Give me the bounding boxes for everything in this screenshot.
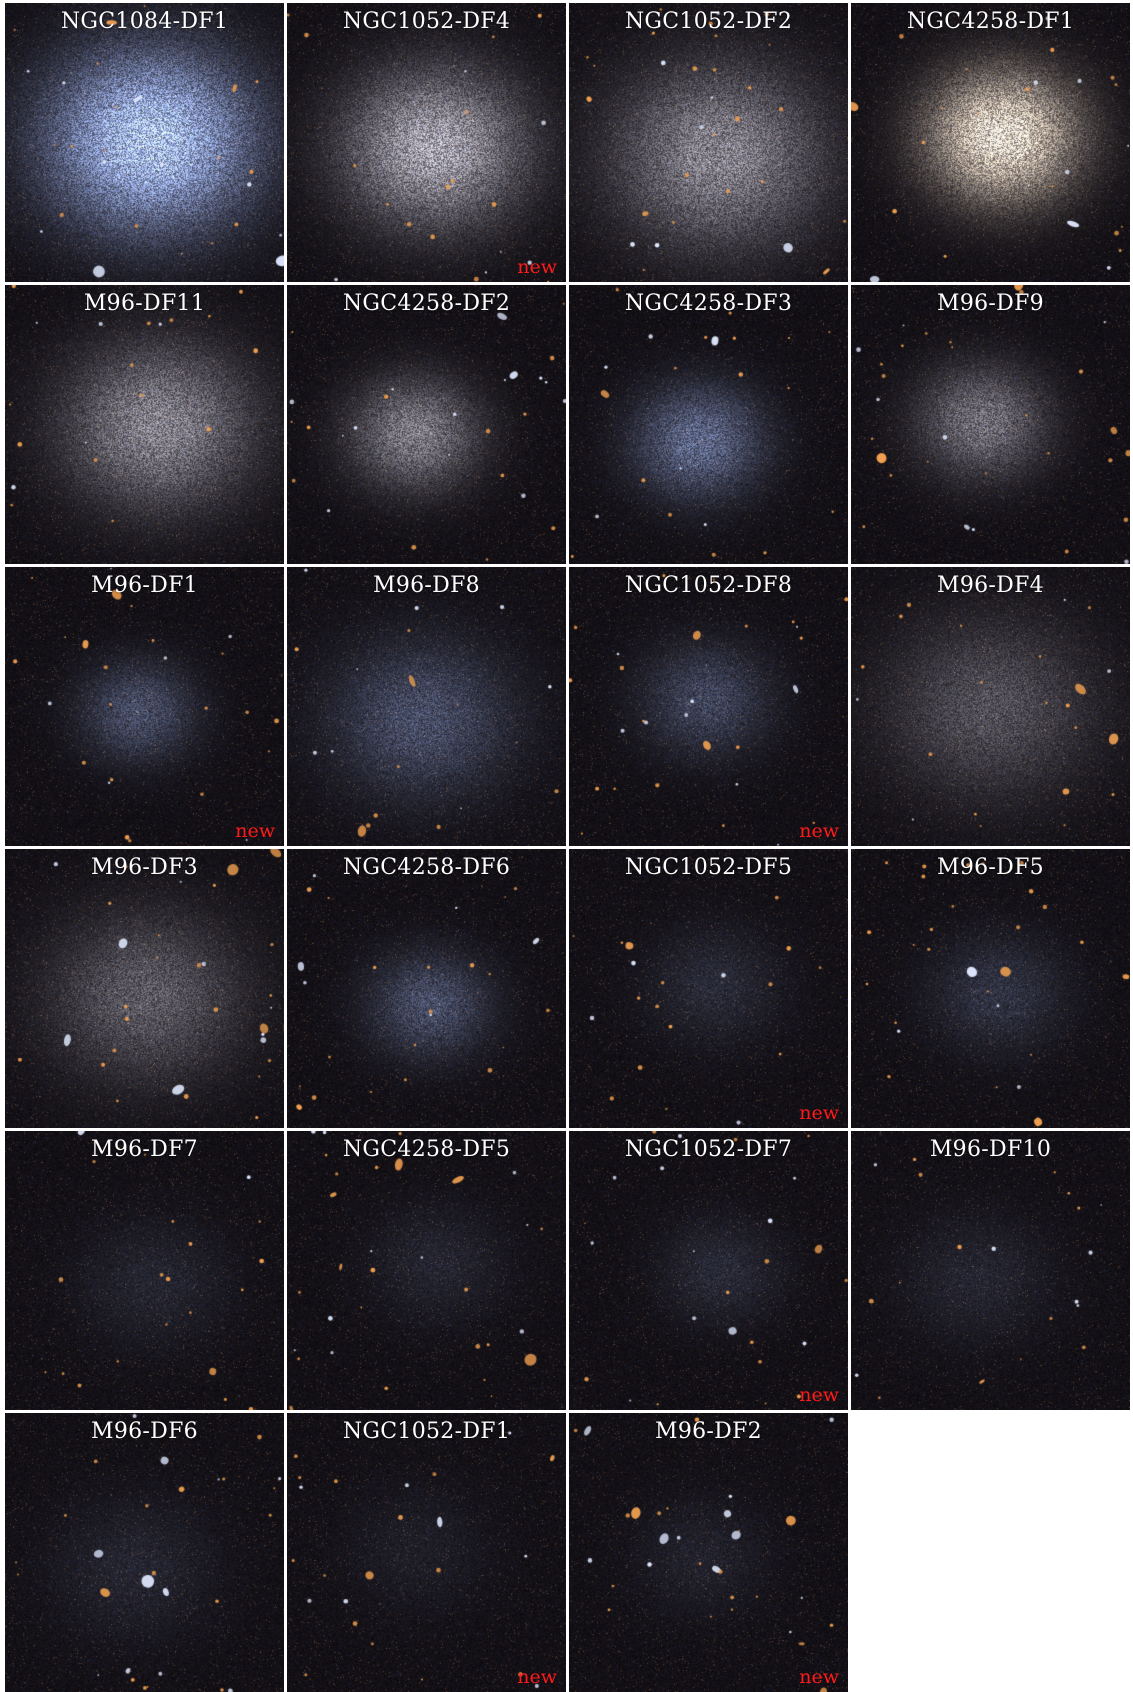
galaxy-panel: M96-DF5 <box>851 849 1130 1128</box>
galaxy-image <box>287 1131 566 1410</box>
galaxy-image-grid: NGC1084-DF1 NGC1052-DF4 new NGC1052-DF2 NGC4… <box>5 3 1133 1692</box>
galaxy-panel: M96-DF11 <box>5 285 284 564</box>
galaxy-image <box>5 1413 284 1692</box>
galaxy-panel: M96-DF7 <box>5 1131 284 1410</box>
galaxy-panel: M96-DF8 <box>287 567 566 846</box>
galaxy-panel: NGC1084-DF1 <box>5 3 284 282</box>
galaxy-image <box>851 1131 1130 1410</box>
galaxy-panel: NGC1052-DF1 new <box>287 1413 566 1692</box>
galaxy-image <box>5 3 284 282</box>
galaxy-panel: M96-DF4 <box>851 567 1130 846</box>
galaxy-panel: M96-DF3 <box>5 849 284 1128</box>
galaxy-panel: M96-DF9 <box>851 285 1130 564</box>
galaxy-image <box>5 285 284 564</box>
galaxy-panel: NGC1052-DF5 new <box>569 849 848 1128</box>
galaxy-panel: NGC4258-DF2 <box>287 285 566 564</box>
galaxy-panel: M96-DF10 <box>851 1131 1130 1410</box>
galaxy-image <box>287 849 566 1128</box>
galaxy-image <box>287 567 566 846</box>
galaxy-image <box>569 849 848 1128</box>
galaxy-panel: NGC1052-DF2 <box>569 3 848 282</box>
galaxy-panel: NGC1052-DF4 new <box>287 3 566 282</box>
galaxy-panel: NGC1052-DF7 new <box>569 1131 848 1410</box>
galaxy-image <box>569 1131 848 1410</box>
galaxy-image <box>569 567 848 846</box>
galaxy-image <box>287 1413 566 1692</box>
galaxy-panel: NGC1052-DF8 new <box>569 567 848 846</box>
galaxy-panel: M96-DF1 new <box>5 567 284 846</box>
galaxy-image <box>851 3 1130 282</box>
galaxy-image <box>569 285 848 564</box>
galaxy-panel: NGC4258-DF1 <box>851 3 1130 282</box>
galaxy-image <box>287 285 566 564</box>
galaxy-image <box>851 567 1130 846</box>
galaxy-image <box>569 1413 848 1692</box>
galaxy-image <box>5 849 284 1128</box>
galaxy-panel: M96-DF2 new <box>569 1413 848 1692</box>
galaxy-panel: NGC4258-DF3 <box>569 285 848 564</box>
galaxy-image <box>851 849 1130 1128</box>
galaxy-image <box>287 3 566 282</box>
galaxy-image <box>569 3 848 282</box>
galaxy-image <box>5 1131 284 1410</box>
galaxy-image <box>851 285 1130 564</box>
galaxy-image <box>5 567 284 846</box>
galaxy-panel: NGC4258-DF5 <box>287 1131 566 1410</box>
galaxy-panel: NGC4258-DF6 <box>287 849 566 1128</box>
galaxy-panel: M96-DF6 <box>5 1413 284 1692</box>
